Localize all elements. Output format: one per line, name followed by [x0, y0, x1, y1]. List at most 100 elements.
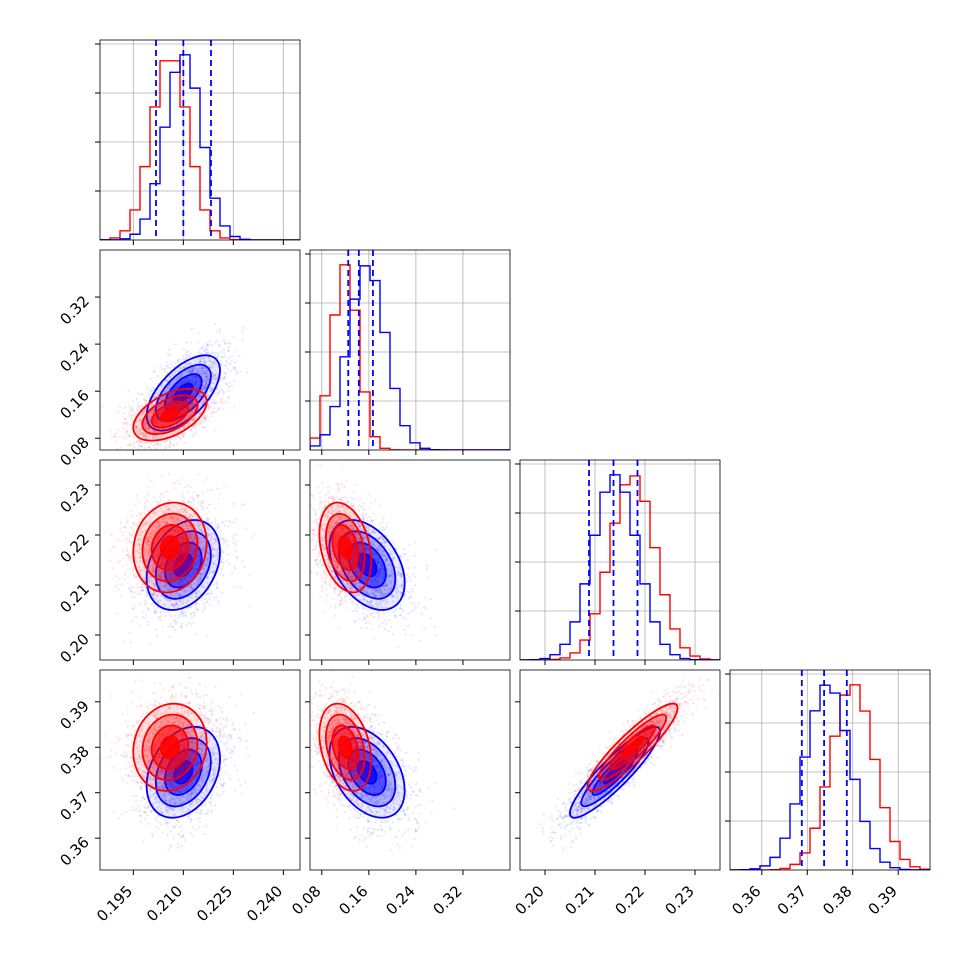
scatter-point — [157, 431, 161, 434]
scatter-point — [138, 569, 141, 572]
scatter-point — [166, 521, 169, 525]
scatter-point — [220, 398, 223, 401]
scatter-point — [144, 426, 147, 429]
panel-frame — [99, 249, 301, 451]
scatter-point — [146, 510, 150, 513]
scatter-point — [148, 420, 152, 423]
scatter-point — [139, 407, 142, 410]
scatter-point — [152, 437, 155, 440]
scatter-point — [140, 512, 144, 515]
scatter-point — [204, 380, 207, 384]
scatter-point — [221, 565, 225, 568]
scatter-point — [205, 375, 208, 379]
scatter-point — [128, 443, 131, 446]
scatter-point — [207, 559, 210, 563]
scatter-point — [223, 376, 226, 379]
histogram-red — [520, 475, 720, 660]
scatter-point — [232, 379, 236, 382]
scatter-point — [211, 372, 215, 375]
scatter-point — [213, 570, 216, 573]
scatter-point — [153, 610, 156, 613]
scatter-point — [157, 524, 160, 528]
scatter-point — [123, 526, 127, 529]
scatter-point — [204, 386, 208, 389]
scatter-point — [205, 418, 208, 421]
scatter-point — [149, 442, 152, 445]
scatter-point — [191, 540, 195, 543]
scatter-point — [155, 430, 158, 434]
scatter-point — [188, 355, 192, 358]
scatter-point — [205, 374, 208, 378]
scatter-point — [206, 377, 210, 380]
scatter-point — [126, 553, 129, 557]
contour-red — [132, 387, 208, 442]
scatter-point — [150, 461, 152, 463]
scatter-point — [108, 559, 112, 562]
scatter-point — [126, 436, 130, 439]
scatter-point — [170, 602, 174, 605]
scatter-point — [208, 533, 211, 537]
scatter-point — [207, 533, 210, 536]
scatter-point — [128, 434, 131, 437]
scatter-point — [192, 417, 195, 420]
scatter-point — [148, 540, 151, 544]
scatter-point — [201, 366, 205, 370]
scatter-point — [175, 442, 179, 445]
scatter-point — [126, 451, 128, 453]
scatter-point — [176, 617, 180, 620]
scatter-point — [174, 482, 177, 485]
scatter-point — [226, 401, 230, 404]
scatter-point — [148, 420, 151, 424]
scatter-point — [213, 361, 216, 364]
scatter-point — [136, 542, 140, 546]
scatter-point — [180, 367, 183, 371]
scatter-point — [207, 551, 210, 555]
scatter-point — [154, 395, 157, 399]
scatter-point — [209, 536, 212, 540]
scatter-point — [179, 508, 183, 512]
histogram-blue — [520, 474, 720, 660]
scatter-point — [164, 440, 167, 444]
scatter-point — [228, 362, 232, 365]
scatter-point — [145, 434, 148, 437]
scatter-point — [211, 388, 214, 391]
scatter-point — [192, 537, 195, 540]
scatter-point — [129, 641, 133, 644]
scatter-point — [198, 423, 201, 426]
scatter-point — [207, 406, 210, 410]
scatter-point — [124, 422, 127, 425]
scatter-point — [229, 363, 232, 367]
scatter-point — [202, 538, 206, 541]
scatter-point — [216, 602, 220, 606]
scatter-point — [189, 527, 193, 530]
scatter-point — [199, 401, 203, 404]
scatter-point — [148, 390, 152, 393]
scatter-point — [208, 404, 211, 407]
scatter-point — [188, 586, 191, 589]
scatter-point — [198, 393, 201, 397]
scatter-point — [165, 505, 169, 508]
scatter-point — [202, 400, 206, 403]
scatter-point — [212, 538, 215, 541]
scatter-point — [176, 359, 179, 362]
scatter-point — [210, 366, 213, 369]
scatter-point — [217, 525, 220, 528]
scatter-point — [163, 368, 166, 371]
scatter-point — [147, 493, 150, 497]
scatter-point — [225, 560, 228, 563]
scatter-point — [205, 347, 208, 351]
scatter-point — [148, 534, 151, 537]
scatter-point — [219, 350, 223, 353]
scatter-point — [202, 345, 205, 348]
scatter-point — [145, 427, 148, 430]
scatter-point — [196, 523, 200, 527]
scatter-point — [147, 539, 150, 542]
scatter-point — [109, 428, 112, 432]
scatter-point — [159, 506, 162, 509]
scatter-point — [151, 436, 155, 439]
scatter-point — [209, 406, 212, 410]
scatter-point — [157, 442, 160, 445]
scatter-point — [203, 371, 206, 375]
scatter-point — [180, 622, 184, 625]
scatter-point — [173, 519, 176, 523]
